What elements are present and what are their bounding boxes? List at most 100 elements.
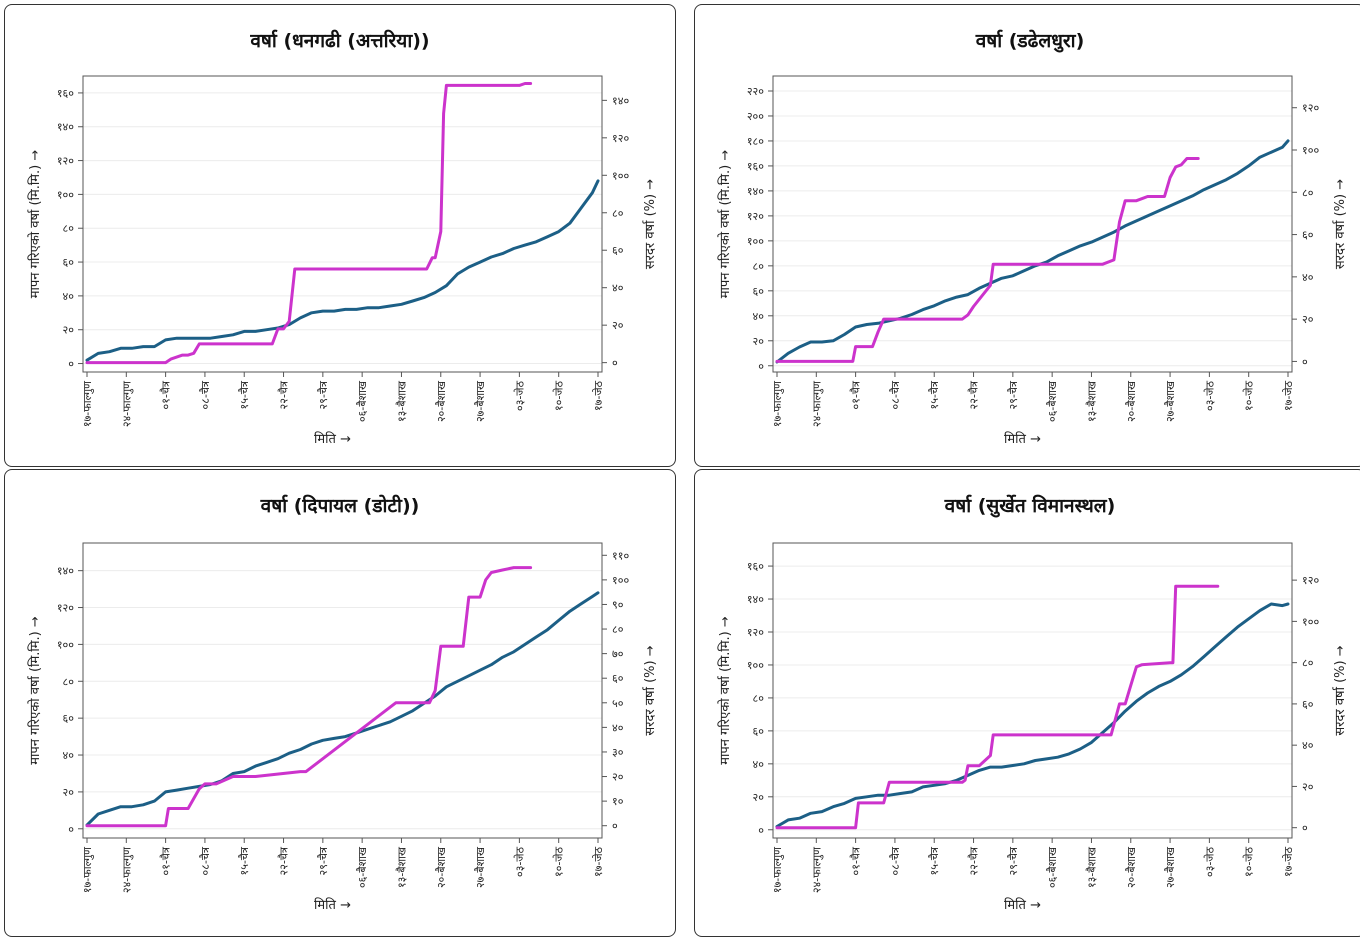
y-tick-label-right: ० bbox=[1302, 822, 1308, 835]
x-tick-label: २७-बैशाख bbox=[474, 380, 487, 422]
x-tick-label: ०१-चैत्र bbox=[850, 380, 863, 409]
y-tick-label-left: ४० bbox=[63, 290, 75, 303]
chart-title: वर्षा (डढेलधुरा) bbox=[975, 30, 1085, 52]
x-tick-label: १३-बैशाख bbox=[1085, 846, 1098, 888]
measured-rainfall-line bbox=[85, 179, 600, 362]
x-tick-label: १०-जेठ bbox=[553, 846, 566, 877]
plot-area-frame bbox=[772, 542, 1293, 839]
x-tick-label: ०३-जेठ bbox=[1203, 846, 1216, 877]
y-tick-label-left: ० bbox=[758, 360, 764, 373]
x-tick-label: ०८-चैत्र bbox=[889, 846, 902, 875]
y-axis-label-right: सरदर वर्षा (%) → bbox=[1332, 179, 1348, 269]
y-tick-label-right: ६० bbox=[1302, 229, 1314, 242]
x-tick-label: २०-बैशाख bbox=[435, 380, 448, 422]
y-tick-label-left: २० bbox=[753, 791, 765, 804]
x-tick-label: २९-चैत्र bbox=[1007, 380, 1020, 409]
y-tick-label-left: २० bbox=[753, 335, 765, 348]
x-tick-label: १७-जेठ bbox=[1282, 846, 1295, 877]
x-tick-label: १७-जेठ bbox=[592, 380, 605, 411]
y-tick-label-left: ८० bbox=[63, 675, 75, 688]
y-tick-label-left: ० bbox=[68, 358, 74, 371]
y-tick-label-right: १० bbox=[612, 795, 624, 808]
y-tick-label-right: २० bbox=[1302, 780, 1314, 793]
x-tick-label: २४-फाल्गुण bbox=[810, 380, 823, 427]
y-tick-label-left: १४० bbox=[57, 565, 74, 578]
y-tick-label-left: १०० bbox=[747, 659, 764, 672]
y-tick-label-right: १४० bbox=[612, 94, 629, 107]
chart-svg: ० २० ४० ६० ८० १०० १२० १४० १६० ० २० ४० ६० ८० १०० १२० १४० १… bbox=[27, 75, 658, 447]
x-tick-label: ०३-जेठ bbox=[513, 380, 526, 411]
y-axis-label-right: सरदर वर्षा (%) → bbox=[642, 179, 658, 269]
x-tick-label: ०१-चैत्र bbox=[160, 380, 173, 409]
y-tick-label-right: ६० bbox=[612, 244, 624, 257]
x-tick-label: ०३-जेठ bbox=[1203, 380, 1216, 411]
plot-area-frame bbox=[772, 75, 1293, 373]
x-tick-label: २२-चैत्र bbox=[968, 846, 981, 875]
x-tick-label: १३-बैशाख bbox=[1085, 380, 1098, 422]
y-tick-label-left: १२० bbox=[57, 602, 74, 615]
y-tick-label-right: २० bbox=[612, 319, 624, 332]
y-tick-label-right: २० bbox=[1302, 313, 1314, 326]
y-tick-label-left: ४० bbox=[63, 749, 75, 762]
y-tick-label-left: २२० bbox=[747, 85, 764, 98]
y-axis-label-right: सरदर वर्षा (%) → bbox=[1332, 645, 1348, 735]
x-tick-label: १५-चैत्र bbox=[928, 846, 941, 875]
x-tick-label: १७-फाल्गुण bbox=[771, 846, 784, 893]
chart-svg: ० २० ४० ६० ८० १०० १२० १४० १६० १८० २०० २२० ० २० ४० ६० ८० १… bbox=[717, 75, 1348, 447]
y-tick-label-left: १८० bbox=[747, 135, 764, 148]
y-axis-label-right: सरदर वर्षा (%) → bbox=[642, 645, 658, 735]
chart-panel-surkhet: वर्षा (सुर्खेत विमानस्थल) ० २० ४० ६० ८० १०० १२… bbox=[694, 469, 1360, 937]
y-tick-label-right: २० bbox=[612, 771, 624, 784]
x-tick-label: ०८-चैत्र bbox=[889, 380, 902, 409]
y-tick-label-right: १२० bbox=[1302, 102, 1319, 115]
y-tick-label-left: १२० bbox=[747, 626, 764, 639]
x-tick-label: १७-फाल्गुण bbox=[81, 380, 94, 427]
normal-rainfall-percent-line bbox=[775, 584, 1220, 830]
y-tick-label-left: १२० bbox=[57, 155, 74, 168]
x-tick-label: १०-जेठ bbox=[553, 380, 566, 411]
x-axis-label: मिति → bbox=[314, 431, 351, 447]
x-axis-label: मिति → bbox=[1004, 897, 1041, 913]
y-tick-label-left: १०० bbox=[57, 638, 74, 651]
y-tick-label-left: १६० bbox=[747, 560, 764, 573]
y-tick-label-left: ६० bbox=[63, 712, 75, 725]
x-tick-label: २४-फाल्गुण bbox=[120, 380, 133, 427]
y-tick-label-right: ११० bbox=[612, 549, 629, 562]
x-tick-label: २९-चैत्र bbox=[317, 846, 330, 875]
x-tick-label: १०-जेठ bbox=[1243, 846, 1256, 877]
x-tick-label: २०-बैशाख bbox=[1125, 380, 1138, 422]
y-tick-label-left: १२० bbox=[747, 210, 764, 223]
x-tick-label: ०८-चैत्र bbox=[199, 380, 212, 409]
y-tick-label-left: ६० bbox=[753, 725, 765, 738]
x-tick-label: २९-चैत्र bbox=[1007, 846, 1020, 875]
y-tick-label-right: ५० bbox=[612, 697, 624, 710]
plot-area-frame bbox=[82, 75, 603, 373]
y-tick-label-right: ६० bbox=[1302, 698, 1314, 711]
plot-area-frame bbox=[82, 542, 603, 839]
x-tick-label: १३-बैशाख bbox=[395, 846, 408, 888]
x-tick-label: ०८-चैत्र bbox=[199, 846, 212, 875]
x-tick-label: ०६-बैशाख bbox=[356, 846, 369, 888]
y-tick-label-left: ४० bbox=[753, 758, 765, 771]
chart-panel-dhangadhi: वर्षा (धनगढी (अत्तरिया)) ० २० ४० ६० ८० १०० १२०… bbox=[4, 4, 676, 467]
y-tick-label-left: १४० bbox=[747, 185, 764, 198]
x-tick-label: ०६-बैशाख bbox=[1046, 846, 1059, 888]
y-axis-label-left: मापन गरिएको वर्षा (मि.मि.) → bbox=[27, 150, 43, 299]
y-tick-label-right: ४० bbox=[1302, 271, 1314, 284]
y-tick-label-left: १६० bbox=[747, 160, 764, 173]
y-tick-label-right: १२० bbox=[612, 132, 629, 145]
x-tick-label: १५-चैत्र bbox=[928, 380, 941, 409]
x-tick-label: २९-चैत्र bbox=[317, 380, 330, 409]
y-tick-label-right: ६० bbox=[612, 672, 624, 685]
chart-title: वर्षा (सुर्खेत विमानस्थल) bbox=[944, 495, 1116, 517]
y-tick-label-right: ८० bbox=[1302, 186, 1314, 199]
x-tick-label: २०-बैशाख bbox=[435, 846, 448, 888]
y-tick-label-left: २०० bbox=[747, 110, 764, 123]
y-tick-label-right: ४० bbox=[1302, 739, 1314, 752]
y-tick-label-right: ० bbox=[612, 820, 618, 833]
x-axis-label: मिति → bbox=[314, 897, 351, 913]
y-tick-label-left: १४० bbox=[57, 121, 74, 134]
normal-rainfall-percent-line bbox=[775, 157, 1200, 363]
y-tick-label-left: ० bbox=[758, 824, 764, 837]
x-tick-label: ०१-चैत्र bbox=[160, 846, 173, 875]
